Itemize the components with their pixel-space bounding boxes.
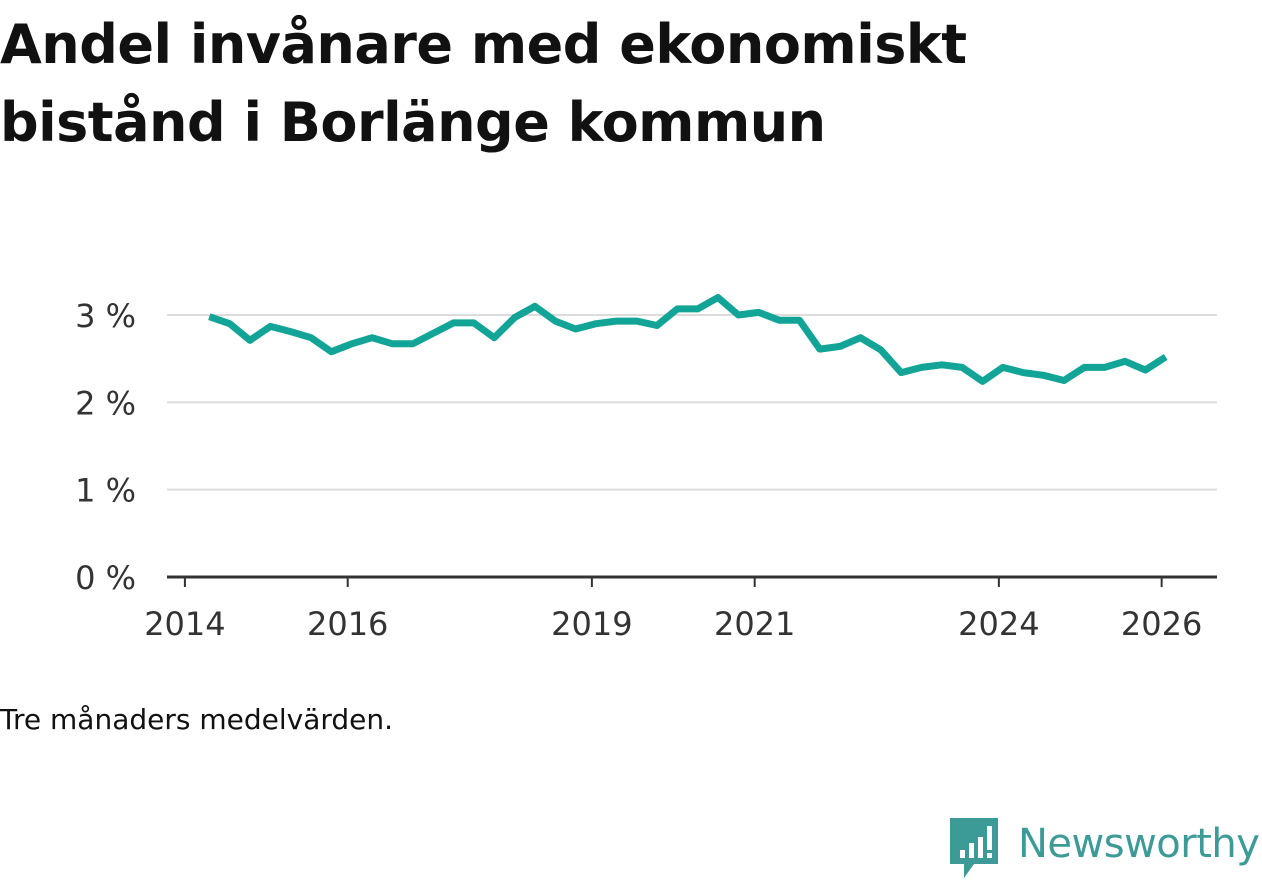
series: [208, 294, 1168, 385]
y-tick-label: 0 %: [75, 559, 136, 597]
brand-name: Newsworthy: [1018, 821, 1260, 867]
x-axis: [167, 575, 1217, 587]
tick-labels: 0 % 1 % 2 % 3 % 2014 2016 2019 2021 2024 2026: [75, 297, 1202, 643]
chart-title: Andel invånare med ekonomiskt bistånd i …: [0, 13, 967, 154]
x-tick-label: 2024: [958, 605, 1039, 643]
x-tick-label: 2019: [551, 605, 632, 643]
x-tick-label: 2014: [144, 605, 225, 643]
gridlines: [167, 314, 1217, 491]
y-tick-label: 3 %: [75, 297, 136, 335]
newsworthy-chat-bars-icon: [950, 818, 998, 878]
x-tick-label: 2026: [1121, 605, 1202, 643]
chart-footnote: Tre månaders medelvärden.: [0, 703, 394, 736]
x-tick-label: 2016: [307, 605, 388, 643]
series-line: [208, 294, 1168, 385]
y-tick-label: 1 %: [75, 472, 136, 510]
brand-logo: Newsworthy: [950, 818, 1260, 880]
y-tick-label: 2 %: [75, 384, 136, 422]
x-tick-label: 2021: [714, 605, 795, 643]
